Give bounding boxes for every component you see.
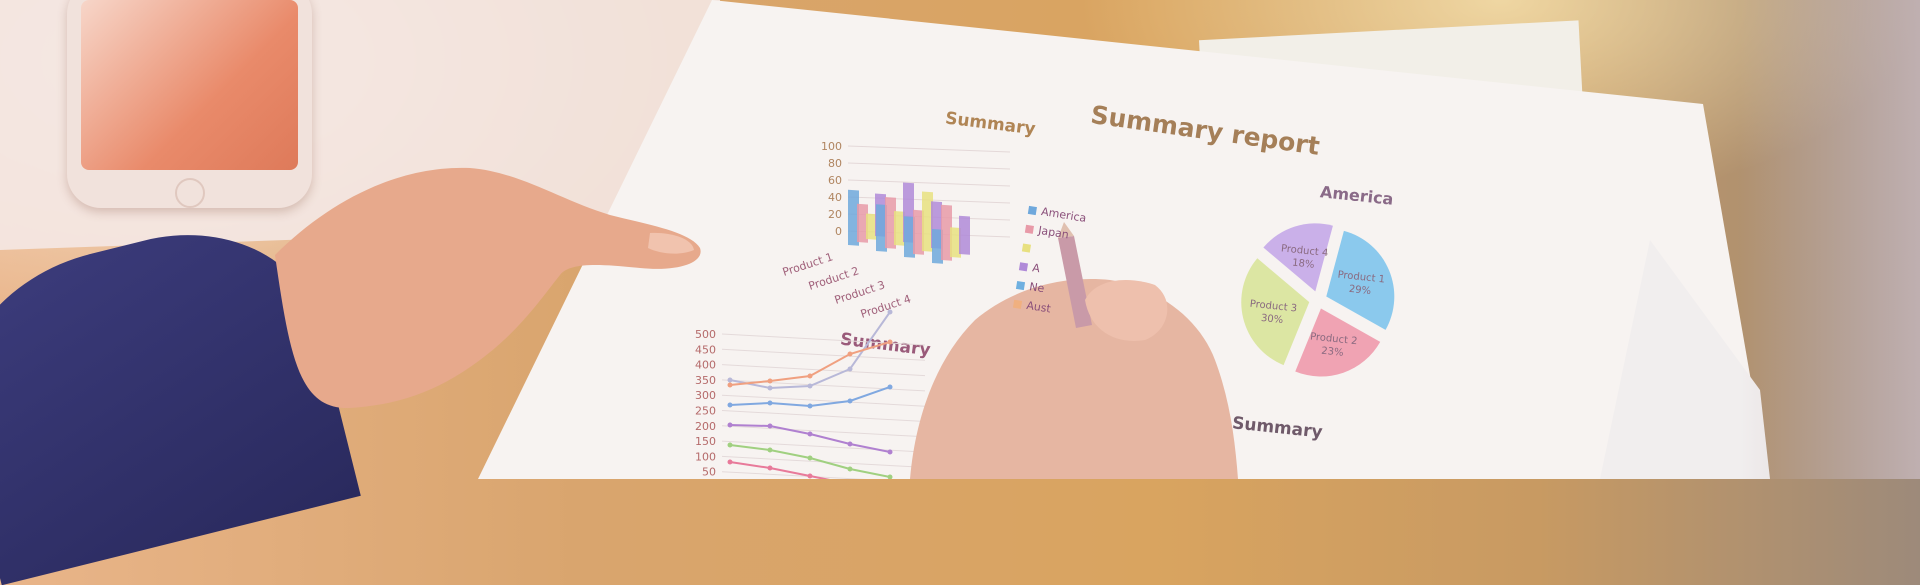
line-point [767, 447, 773, 453]
pen-tip [1058, 222, 1074, 238]
line-point [727, 402, 733, 408]
line-point [727, 459, 733, 465]
line-point [727, 377, 733, 383]
legend-swatch [1013, 299, 1023, 309]
line-y-tick: 350 [695, 374, 716, 387]
bar-gridline [847, 145, 1011, 153]
line-y-tick: 450 [695, 343, 716, 356]
line-point [807, 373, 813, 379]
line-point [727, 382, 733, 388]
background-blur [1740, 0, 1920, 479]
legend-label: A [1031, 261, 1041, 276]
bar [941, 204, 952, 261]
line-y-tick: 100 [695, 450, 716, 463]
line-gridline [721, 394, 926, 407]
bar-y-tick: 0 [835, 225, 842, 238]
pie-slice-percent: 23% [1321, 346, 1344, 359]
pie-slice-percent: 29% [1348, 284, 1371, 297]
line-point [807, 455, 813, 461]
pen [1058, 236, 1092, 328]
line-point [887, 449, 893, 455]
line-gridline [721, 425, 926, 438]
line-point [767, 378, 773, 384]
pie-slice [1263, 223, 1333, 292]
bar [922, 191, 933, 252]
line-point [847, 466, 853, 472]
legend-label: Ne [1028, 280, 1046, 296]
line-point [807, 473, 813, 479]
bar [904, 216, 915, 258]
left-hand [275, 167, 701, 409]
pie-slice-label: Product 2 [1310, 331, 1358, 347]
line-gridline [721, 471, 866, 479]
pie-slice [1326, 230, 1395, 330]
bar-y-tick: 20 [828, 208, 842, 221]
line-point [847, 351, 853, 357]
pie-slice-percent: 18% [1292, 258, 1315, 271]
left-thumb-nail [648, 232, 694, 254]
bar [894, 211, 905, 246]
line-gridline [721, 364, 926, 377]
line-point [847, 398, 853, 404]
pie-slice [1295, 308, 1381, 377]
bar-y-tick: 100 [821, 140, 842, 153]
legend-swatch [1021, 242, 1032, 253]
line-y-tick: 50 [702, 466, 716, 479]
bar [932, 228, 943, 264]
pie-slice-label: Product 3 [1249, 299, 1297, 315]
bar [857, 203, 868, 243]
line-point [767, 385, 773, 391]
bar-y-tick: 80 [828, 157, 842, 170]
line-point [887, 339, 893, 345]
line-y-tick: 400 [695, 359, 716, 372]
legend-swatch [1027, 205, 1038, 215]
line-point [847, 366, 853, 372]
line-point [727, 422, 733, 428]
pie-slice-label: Product 1 [1337, 270, 1385, 286]
legend-label: Japan [1037, 223, 1070, 242]
line-y-tick: 150 [695, 435, 716, 448]
line-point [847, 441, 853, 447]
line-y-tick: 200 [695, 420, 716, 433]
pie-slice [1241, 258, 1310, 366]
phone-screen [81, 0, 298, 170]
bar-y-tick: 60 [828, 174, 842, 187]
bar [866, 213, 877, 240]
line-point [727, 442, 733, 448]
legend-swatch [1024, 224, 1035, 234]
line-point [887, 384, 893, 390]
bar [848, 189, 859, 246]
line-gridline [721, 348, 926, 361]
line-y-tick: 500 [695, 328, 716, 341]
bar-gridline [847, 162, 1011, 170]
legend-label: Aust [1025, 298, 1052, 316]
line-y-tick: 250 [695, 405, 716, 418]
pie-slice-percent: 30% [1260, 313, 1283, 326]
bar [885, 197, 896, 249]
bar [876, 204, 887, 252]
bar-y-tick: 40 [828, 191, 842, 204]
line-point [767, 400, 773, 406]
legend-swatch [1015, 280, 1026, 290]
hands-layer [275, 167, 1238, 479]
line-point [807, 383, 813, 389]
line-point [887, 309, 893, 315]
legend-swatch [1018, 261, 1029, 271]
bar [950, 227, 961, 258]
pie-slice-label: Product 4 [1280, 243, 1328, 259]
line-y-tick: 300 [695, 389, 716, 402]
line-point [887, 474, 893, 479]
right-finger [1085, 280, 1168, 341]
phone-home-button [175, 178, 205, 208]
line-point [767, 465, 773, 471]
bar [913, 209, 924, 255]
line-gridline [721, 410, 926, 422]
bar [959, 215, 970, 255]
line-point [807, 403, 813, 409]
bar-gridline [847, 179, 1011, 187]
smartphone [67, 0, 312, 208]
line-point [767, 423, 773, 429]
line-point [807, 431, 813, 437]
